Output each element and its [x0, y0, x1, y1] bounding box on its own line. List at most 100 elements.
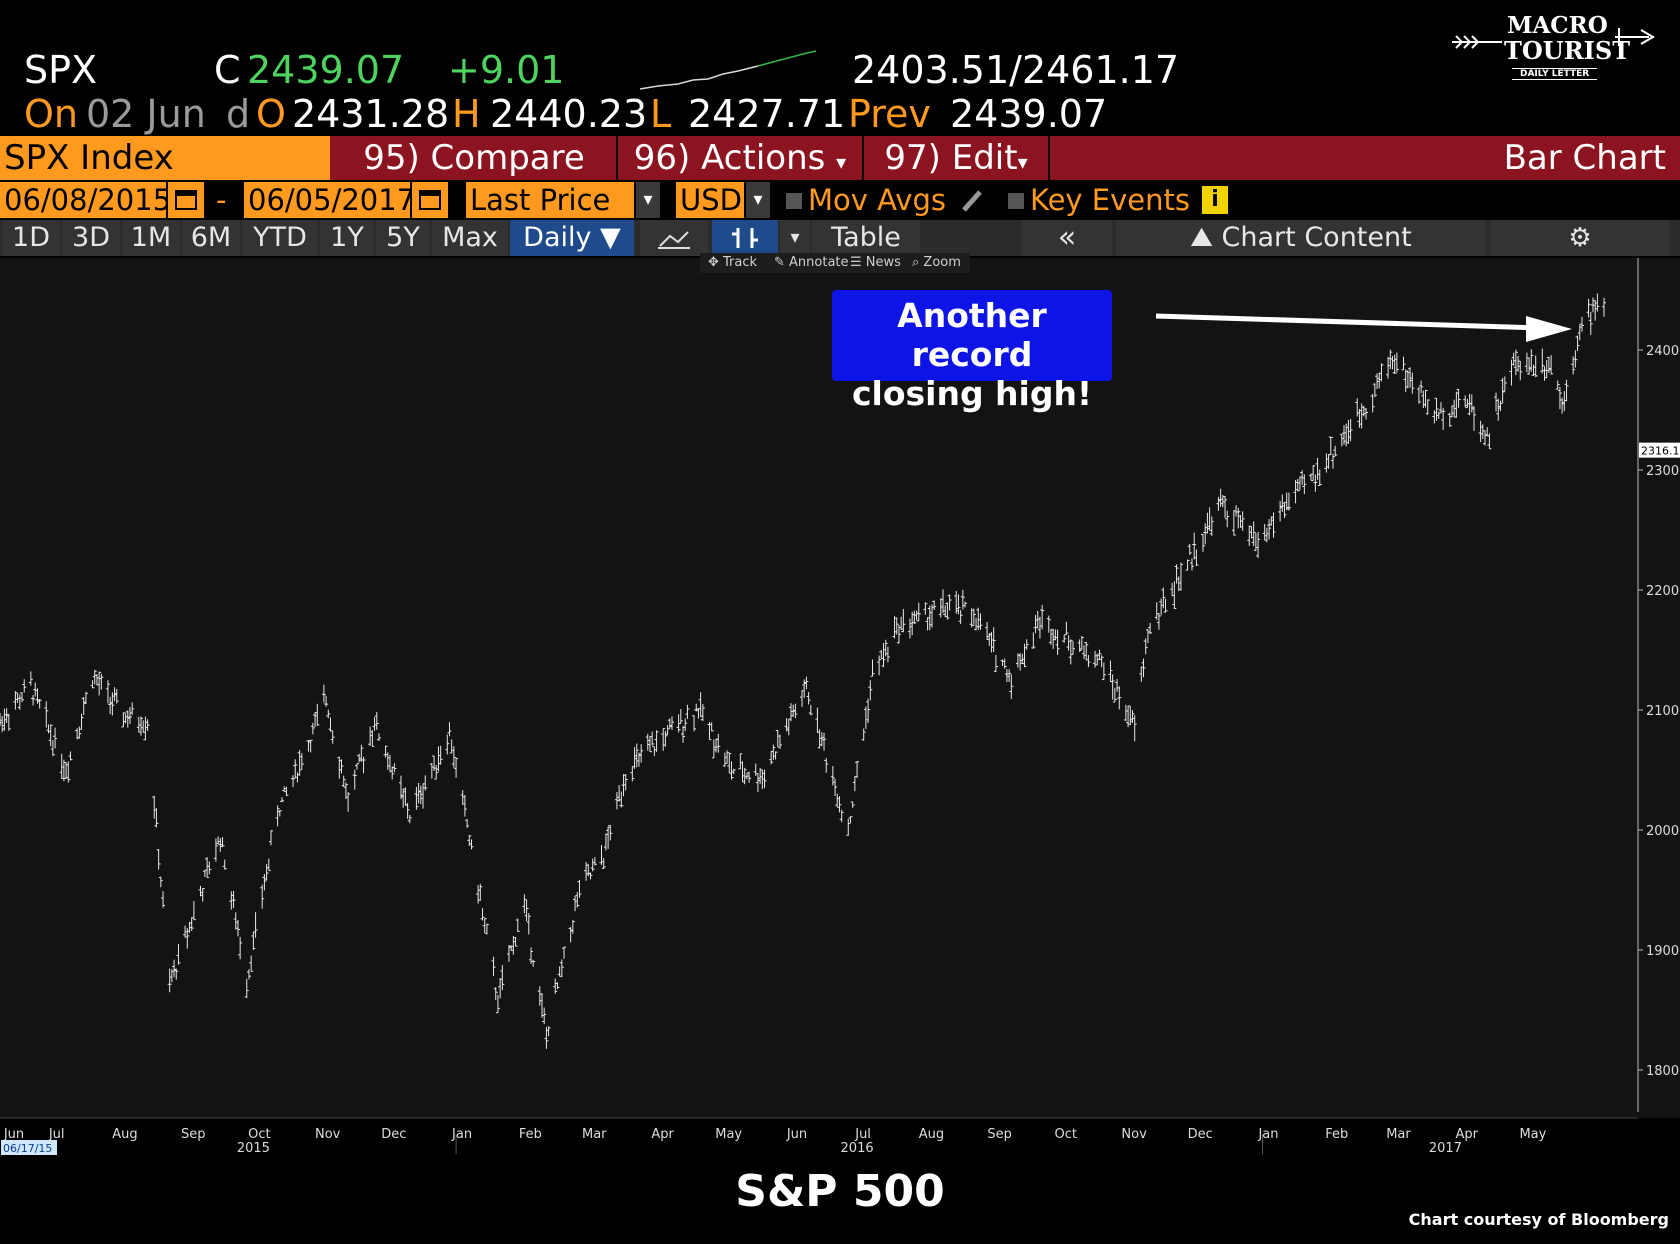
period-6m-button[interactable]: 6M	[182, 220, 240, 256]
annotation-arrowhead	[1526, 316, 1572, 342]
date-toolbar: 06/08/2015 - 06/05/2017 Last Price ▾ USD…	[0, 182, 1680, 218]
bar-chart-icon[interactable]	[712, 220, 778, 256]
period-ytd-button[interactable]: YTD	[242, 220, 318, 256]
zoom-tool[interactable]: ⌕ Zoom	[912, 255, 961, 270]
x-tick-label: Dec	[1188, 1127, 1213, 1142]
start-date-field[interactable]: 06/08/2015	[0, 182, 171, 218]
chart-content-icon: ⛰	[1190, 222, 1213, 253]
track-tool[interactable]: ✥ Track	[708, 255, 758, 270]
end-date-field[interactable]: 06/05/2017	[244, 182, 415, 218]
x-tick-label: Sep	[181, 1127, 206, 1142]
chart-title: S&P 500	[735, 1166, 945, 1217]
x-tick-label: Jan	[1257, 1127, 1278, 1142]
news-label: News	[865, 255, 901, 270]
arrow-fletching-icon	[1452, 35, 1502, 49]
ticker-symbol: SPX	[24, 48, 98, 92]
chart-content-label: Chart Content	[1221, 222, 1412, 253]
day-range: 2403.51/2461.17	[852, 48, 1180, 92]
logo-line-2: TOURIST	[1504, 36, 1631, 65]
chevron-down-icon[interactable]: ▾	[746, 182, 770, 218]
prev-value: 2439.07	[950, 92, 1108, 136]
y-tick-label: 2400	[1646, 344, 1679, 359]
x-year-label: 2017	[1429, 1141, 1462, 1156]
pencil-icon[interactable]	[958, 186, 986, 214]
x-tick-label: Apr	[1456, 1127, 1479, 1142]
price-field-select[interactable]: Last Price	[466, 182, 634, 218]
chevron-down-icon[interactable]: ▾	[780, 220, 810, 256]
x-tick-label: Aug	[919, 1127, 944, 1142]
security-field[interactable]: SPX Index	[0, 136, 330, 180]
period-1m-button[interactable]: 1M	[122, 220, 180, 256]
annotation-callout: Another record closing high!	[832, 290, 1112, 413]
x-tick-label: Oct	[1055, 1127, 1077, 1142]
calendar-icon[interactable]	[168, 182, 204, 218]
chart-credit: Chart courtesy of Bloomberg	[1408, 1210, 1669, 1229]
period-5y-button[interactable]: 5Y	[376, 220, 430, 256]
x-tick-label: May	[1519, 1127, 1546, 1142]
x-tick-label: Aug	[112, 1127, 137, 1142]
edit-button[interactable]: 97) Edit▾	[864, 136, 1050, 180]
chart-tools-bar: ✥ Track ✎ Annotate ☰ News ⌕ Zoom	[700, 253, 970, 273]
chevron-down-icon[interactable]: ▾	[636, 182, 660, 218]
info-icon[interactable]: i	[1202, 186, 1228, 214]
x-tick-label: Dec	[381, 1127, 406, 1142]
mov-avgs-checkbox[interactable]	[786, 193, 802, 209]
actions-button[interactable]: 96) Actions ▾	[618, 136, 864, 180]
collapse-button[interactable]: «	[1022, 220, 1112, 256]
y-tick-label: 1900	[1646, 944, 1679, 959]
chart-content-button[interactable]: ⛰ Chart Content	[1116, 220, 1486, 256]
close-label: C	[214, 48, 241, 92]
x-tick-label: May	[715, 1127, 742, 1142]
chart-area	[0, 258, 1680, 1118]
chart-toolbar: SPX Index 95) Compare 96) Actions ▾ 97) …	[0, 136, 1680, 180]
period-3d-button[interactable]: 3D	[62, 220, 120, 256]
x-tick-label: Mar	[582, 1127, 607, 1142]
x-tick-label: Mar	[1386, 1127, 1411, 1142]
annotate-label: Annotate	[789, 255, 849, 270]
logo-line-3: DAILY LETTER	[1512, 68, 1598, 80]
macro-tourist-logo: MACRO TOURIST DAILY LETTER	[1452, 12, 1662, 90]
y-tick-label: 1800	[1646, 1064, 1679, 1079]
chart-type-label[interactable]: Bar Chart	[1503, 138, 1666, 178]
actions-label: 96) Actions	[633, 138, 826, 178]
currency-select[interactable]: USD	[676, 182, 744, 218]
net-change: +9.01	[448, 48, 565, 92]
x-tick-label: Oct	[248, 1127, 270, 1142]
price-chart: 1800 1900 2000 2100 2200 2300 2400 2316.13 Jun Ju…	[0, 258, 1680, 1156]
period-max-button[interactable]: Max	[432, 220, 508, 256]
chevron-down-icon: ▾	[1017, 150, 1028, 174]
d-label: d	[226, 92, 251, 136]
annotation-line-1: Another record	[897, 296, 1047, 374]
track-label: Track	[723, 255, 758, 270]
period-1d-button[interactable]: 1D	[2, 220, 60, 256]
last-value-tag-box	[1639, 442, 1680, 458]
gear-icon[interactable]: ⚙	[1490, 220, 1670, 256]
start-date-tag-box	[1, 1140, 57, 1155]
frequency-select[interactable]: Daily ▼	[510, 220, 634, 256]
calendar-icon[interactable]	[412, 182, 448, 218]
x-tick-label: Sep	[987, 1127, 1012, 1142]
compare-button[interactable]: 95) Compare	[332, 136, 618, 180]
key-events-checkbox[interactable]	[1008, 193, 1024, 209]
y-tick-label: 2200	[1646, 584, 1679, 599]
news-tool[interactable]: ☰ News	[850, 255, 901, 270]
edit-label: 97) Edit	[884, 138, 1018, 178]
open-label: O	[256, 92, 286, 136]
y-tick-label: 2300	[1646, 464, 1679, 479]
logo-line-1: MACRO	[1507, 12, 1608, 39]
open-value: 2431.28	[292, 92, 450, 136]
y-tick-label: 2000	[1646, 824, 1679, 839]
line-chart-icon[interactable]	[640, 220, 708, 256]
last-price: 2439.07	[247, 48, 405, 92]
x-year-label: 2015	[237, 1141, 270, 1156]
annotate-tool[interactable]: ✎ Annotate	[774, 255, 849, 270]
date-separator: -	[216, 183, 227, 217]
table-button[interactable]: Table	[812, 220, 920, 256]
period-1y-button[interactable]: 1Y	[320, 220, 374, 256]
zoom-label: Zoom	[923, 255, 961, 270]
low-label: L	[650, 92, 672, 136]
y-tick-label: 2100	[1646, 704, 1679, 719]
annotation-line-2: closing high!	[851, 374, 1093, 413]
chevron-down-icon: ▾	[836, 150, 847, 174]
period-toolbar: 1D 3D 1M 6M YTD 1Y 5Y Max Daily ▼ ▾ Tabl…	[0, 220, 1680, 256]
